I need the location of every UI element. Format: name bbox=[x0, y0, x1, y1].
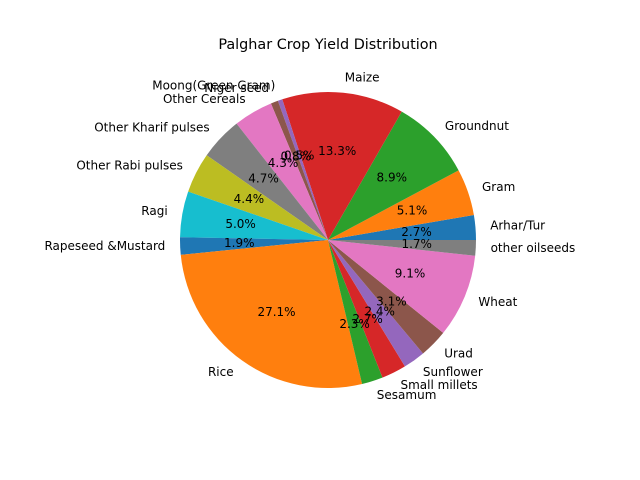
slice-percent-label: 13.3% bbox=[318, 144, 356, 158]
slice-category-label: Small millets bbox=[401, 378, 478, 392]
slice-category-label: Wheat bbox=[478, 295, 517, 309]
slice-percent-label: 8.9% bbox=[377, 171, 408, 185]
slice-percent-label: 2.3% bbox=[339, 317, 370, 331]
slice-category-label: Sunflower bbox=[423, 365, 483, 379]
slice-category-label: Maize bbox=[345, 71, 380, 85]
slice-category-label: Other Rabi pulses bbox=[76, 159, 183, 173]
slice-category-label: Groundnut bbox=[445, 119, 509, 133]
slice-percent-label: 0.8% bbox=[281, 150, 312, 164]
pie-slice bbox=[236, 103, 328, 240]
pie-slice bbox=[328, 240, 424, 367]
slice-percent-label: 5.1% bbox=[397, 204, 428, 218]
pie-slices bbox=[180, 91, 476, 389]
pie-slice bbox=[188, 155, 328, 240]
pie-slice bbox=[328, 240, 383, 385]
slice-category-label: Rice bbox=[208, 365, 234, 379]
slice-percent-label: 2.4% bbox=[364, 305, 395, 319]
pie-slice bbox=[328, 215, 476, 240]
slice-percent-label: 4.7% bbox=[248, 172, 279, 186]
pie-slice bbox=[328, 240, 444, 354]
pie-slice bbox=[282, 91, 402, 241]
pie-slice bbox=[328, 240, 405, 378]
slice-category-label: Gram bbox=[482, 180, 515, 194]
pie-slice bbox=[328, 111, 459, 240]
slice-category-label: Urad bbox=[444, 347, 473, 361]
pie-labels: Arhar/Tur 2.7% Gram 5.1% Groundnut 8.9% Maize 1… bbox=[44, 71, 575, 402]
slice-category-label: Rapeseed &Mustard bbox=[44, 239, 165, 253]
slice-percent-label: 4.3% bbox=[268, 156, 299, 170]
pie-slice bbox=[270, 100, 328, 240]
pie-slice bbox=[328, 170, 474, 240]
slice-percent-label: 2.7% bbox=[401, 225, 432, 239]
slice-percent-label: 27.1% bbox=[257, 305, 295, 319]
slice-percent-label: 9.1% bbox=[395, 267, 426, 281]
slice-percent-label: 1.7% bbox=[401, 237, 432, 251]
slice-category-label: Arhar/Tur bbox=[490, 219, 545, 233]
pie-slice bbox=[277, 99, 328, 241]
slice-category-label: Ragi bbox=[141, 204, 167, 218]
slice-category-label: other oilseeds bbox=[491, 241, 576, 255]
slice-category-label: Niger seed bbox=[204, 81, 269, 95]
slice-category-label: Moong(Green Gram) bbox=[152, 79, 275, 93]
slice-percent-label: 3.1% bbox=[376, 295, 407, 309]
slice-category-label: Other Kharif pulses bbox=[94, 121, 209, 135]
pie-slice bbox=[328, 240, 476, 256]
slice-percent-label: 2.7% bbox=[352, 312, 383, 326]
pie-slice bbox=[180, 191, 328, 240]
slice-percent-label: 5.0% bbox=[225, 217, 256, 231]
pie-slice bbox=[206, 123, 328, 240]
pie-slice bbox=[180, 237, 328, 255]
slice-category-label: Other Cereals bbox=[163, 92, 246, 106]
slice-percent-label: 0.5% bbox=[284, 149, 315, 163]
slice-category-label: Sesamum bbox=[377, 388, 437, 402]
pie-slice bbox=[328, 240, 476, 333]
slice-percent-label: 4.4% bbox=[234, 192, 265, 206]
slice-percent-label: 1.9% bbox=[224, 236, 255, 250]
pie-slice bbox=[180, 240, 363, 389]
chart-title: Palghar Crop Yield Distribution bbox=[218, 37, 437, 53]
